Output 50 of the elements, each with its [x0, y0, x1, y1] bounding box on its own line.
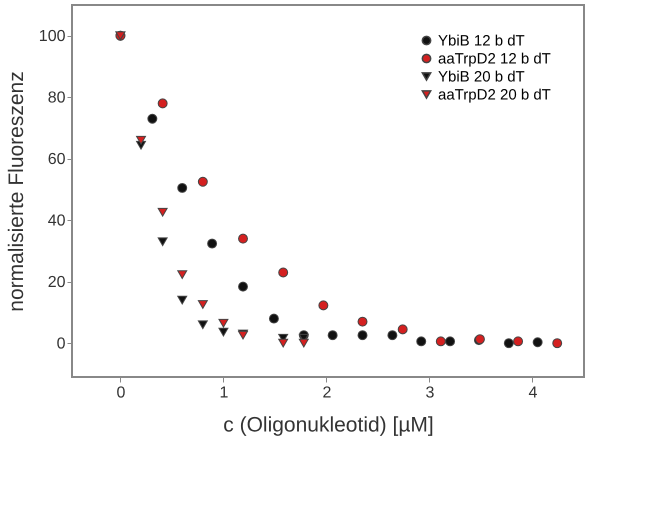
point — [552, 338, 562, 348]
point — [504, 338, 514, 348]
legend-label: aaTrpD2 20 b dT — [438, 86, 551, 104]
x-tick-label: 0 — [116, 384, 126, 402]
y-tick-label: 40 — [48, 212, 66, 230]
y-tick-label: 0 — [56, 336, 66, 353]
legend-label: YbiB 20 b dT — [438, 68, 525, 86]
point — [198, 176, 208, 187]
point — [398, 324, 408, 334]
x-axis-title: c (Oligonukleotid) [µM] — [223, 414, 434, 436]
legend-label: aaTrpD2 12 b dT — [438, 50, 551, 68]
point — [328, 330, 338, 340]
y-tick-label: 80 — [48, 90, 66, 107]
point — [416, 336, 426, 346]
point — [238, 282, 248, 292]
y-axis-title: normalisierte Fluoreszenz — [4, 71, 28, 312]
point — [436, 336, 446, 346]
y-tick-label: 20 — [48, 274, 66, 292]
point — [147, 114, 158, 124]
legend-label: YbiB 12 b dT — [438, 32, 525, 50]
point — [238, 234, 248, 244]
x-tick-label: 1 — [219, 384, 228, 402]
y-tick-label: 100 — [38, 28, 66, 46]
point — [298, 338, 309, 348]
y-tick-label: 60 — [48, 151, 66, 168]
x-tick-label: 2 — [322, 384, 332, 402]
point — [513, 336, 524, 346]
x-tick-label: 4 — [528, 384, 538, 402]
point — [136, 136, 146, 145]
point — [198, 320, 208, 330]
point — [177, 182, 188, 193]
point — [158, 237, 168, 246]
point — [177, 296, 188, 305]
point — [318, 300, 328, 310]
point — [278, 338, 288, 348]
point — [532, 337, 543, 348]
point — [278, 268, 288, 278]
point — [218, 318, 228, 328]
point — [387, 330, 398, 340]
point — [177, 270, 188, 279]
point — [445, 336, 456, 346]
point — [198, 300, 208, 309]
point — [158, 98, 168, 108]
point — [358, 330, 368, 340]
point — [268, 314, 279, 324]
point — [207, 238, 218, 249]
point — [358, 316, 368, 327]
point — [218, 328, 228, 336]
x-tick-label: 3 — [426, 384, 435, 402]
point — [158, 208, 168, 217]
